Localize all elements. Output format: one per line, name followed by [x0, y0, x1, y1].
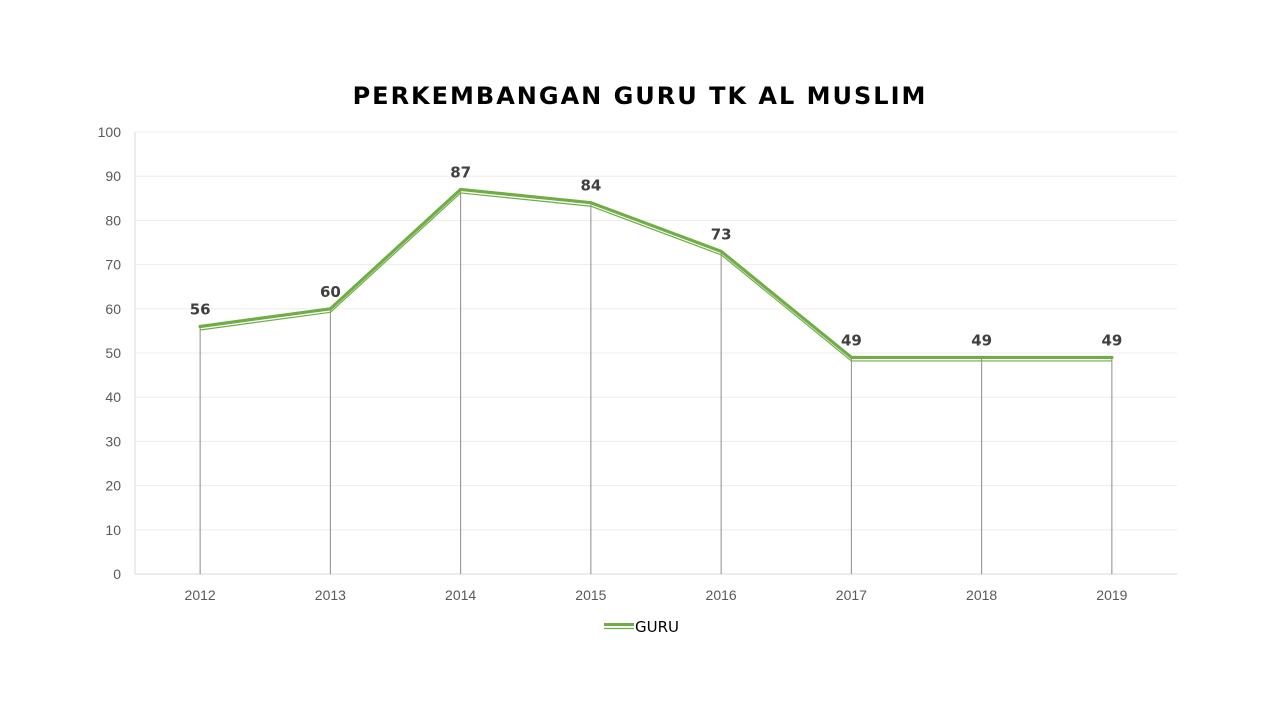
y-tick-label-80: 80	[105, 212, 121, 228]
data-point-2015	[589, 201, 593, 205]
data-point-2017	[849, 355, 853, 359]
data-point-2019	[1110, 355, 1114, 359]
x-tick-label-2018: 2018	[966, 587, 997, 603]
x-tick-label-2013: 2013	[315, 587, 346, 603]
x-tick-label-2017: 2017	[836, 587, 867, 603]
y-tick-label-40: 40	[105, 389, 121, 405]
data-label-2019: 49	[1101, 331, 1122, 349]
x-tick-label-2016: 2016	[706, 587, 737, 603]
x-tick-label-2019: 2019	[1096, 587, 1127, 603]
y-tick-label-0: 0	[113, 566, 121, 582]
y-tick-label-60: 60	[105, 301, 121, 317]
data-label-2014: 87	[450, 163, 471, 181]
data-label-2013: 60	[320, 283, 341, 301]
data-point-2018	[980, 355, 984, 359]
x-tick-label-2015: 2015	[575, 587, 606, 603]
series-line-inner-GURU	[200, 192, 1112, 362]
data-label-2012: 56	[190, 300, 211, 318]
y-tick-label-10: 10	[105, 522, 121, 538]
data-point-2012	[198, 324, 202, 328]
legend-label: GURU	[635, 618, 679, 636]
data-label-2015: 84	[580, 177, 601, 195]
y-tick-label-50: 50	[105, 345, 121, 361]
x-tick-label-2012: 2012	[185, 587, 216, 603]
data-label-2018: 49	[971, 331, 992, 349]
chart-title: PERKEMBANGAN GURU TK AL MUSLIM	[352, 82, 928, 110]
data-label-2017: 49	[841, 331, 862, 349]
data-point-2013	[328, 307, 332, 311]
y-tick-label-70: 70	[105, 257, 121, 273]
x-tick-label-2014: 2014	[445, 587, 476, 603]
data-point-2014	[459, 187, 463, 191]
y-tick-label-30: 30	[105, 433, 121, 449]
y-tick-label-20: 20	[105, 478, 121, 494]
data-label-2016: 73	[711, 225, 732, 243]
data-point-2016	[719, 249, 723, 253]
y-tick-label-100: 100	[98, 124, 122, 140]
series-line-GURU	[198, 187, 1114, 360]
y-tick-label-90: 90	[105, 168, 121, 184]
